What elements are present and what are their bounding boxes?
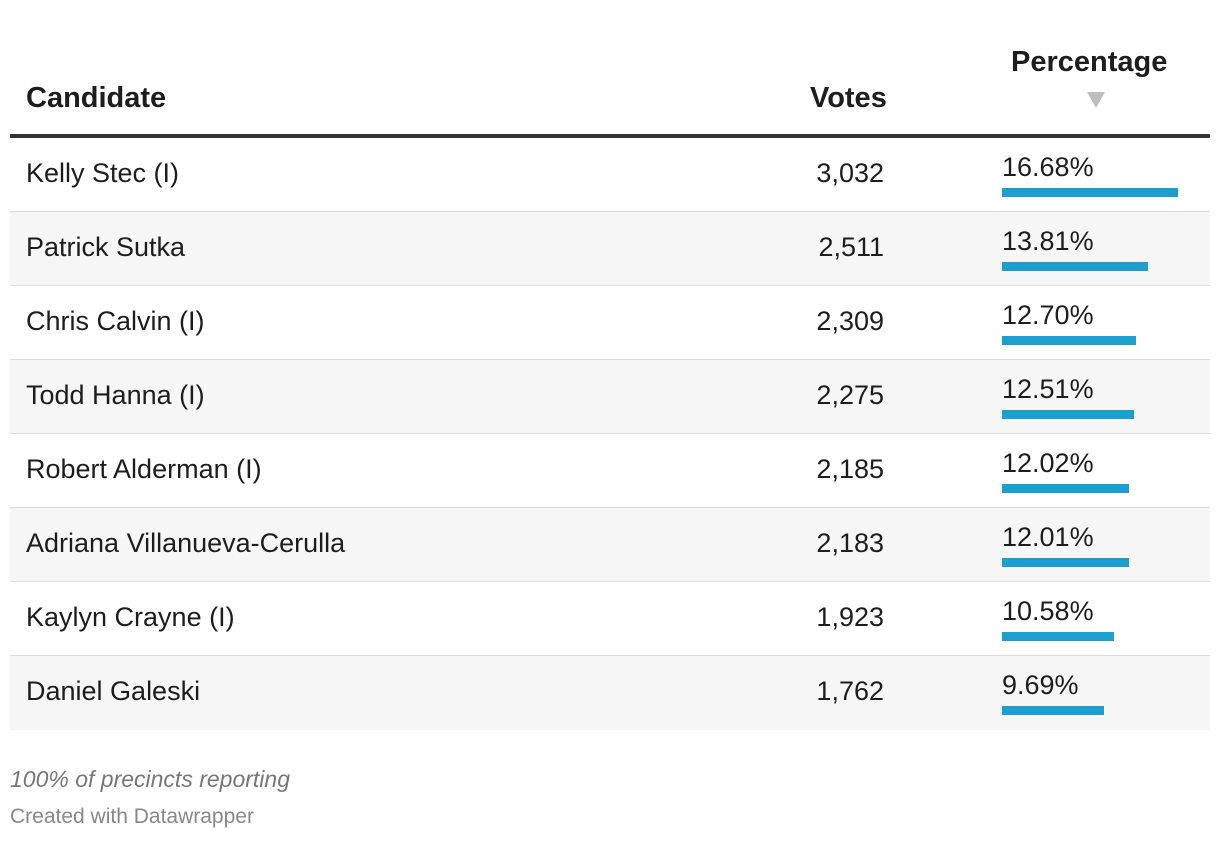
candidate-name: Kaylyn Crayne (I): [26, 602, 235, 632]
table-body: Kelly Stec (I) 3,032 16.68% Patrick Sutka 2,…: [10, 138, 1210, 730]
percentage-label: 10.58%: [1002, 596, 1094, 626]
percentage-bar: [1002, 336, 1136, 345]
percentage-label: 13.81%: [1002, 226, 1094, 256]
column-header-percentage[interactable]: Percentage: [1011, 46, 1168, 78]
percentage-label: 16.68%: [1002, 152, 1094, 182]
percentage-bar: [1002, 262, 1148, 271]
percentage-label: 12.70%: [1002, 300, 1094, 330]
percentage-label: 12.51%: [1002, 374, 1094, 404]
table-row: Adriana Villanueva-Cerulla 2,183 12.01%: [10, 508, 1210, 582]
candidate-name: Daniel Galeski: [26, 676, 201, 706]
percentage-bar: [1002, 484, 1129, 493]
percentage-label: 9.69%: [1002, 670, 1079, 700]
candidate-name: Robert Alderman (I): [26, 454, 262, 484]
vote-count: 2,511: [818, 232, 884, 262]
vote-count: 3,032: [816, 158, 884, 188]
vote-count: 1,923: [816, 602, 884, 632]
candidate-name: Chris Calvin (I): [26, 306, 205, 336]
vote-count: 2,275: [816, 380, 884, 410]
percentage-bar: [1002, 558, 1129, 567]
percentage-bar: [1002, 706, 1104, 715]
table-row: Todd Hanna (I) 2,275 12.51%: [10, 360, 1210, 434]
percentage-bar: [1002, 410, 1134, 419]
percentage-label: 12.01%: [1002, 522, 1094, 552]
credit-link[interactable]: Created with Datawrapper: [10, 805, 254, 828]
candidate-name: Adriana Villanueva-Cerulla: [26, 528, 346, 558]
table-row: Robert Alderman (I) 2,185 12.02%: [10, 434, 1210, 508]
vote-count: 1,762: [816, 676, 884, 706]
vote-count: 2,185: [816, 454, 884, 484]
table-row: Patrick Sutka 2,511 13.81%: [10, 212, 1210, 286]
percentage-bar: [1002, 632, 1114, 641]
table-row: Daniel Galeski 1,762 9.69%: [10, 656, 1210, 730]
table-notes: 100% of precincts reporting: [10, 766, 290, 792]
candidate-name: Todd Hanna (I): [26, 380, 205, 410]
vote-count: 2,309: [816, 306, 884, 336]
results-table: Candidate Votes Percentage Kelly Stec (I…: [10, 0, 1210, 730]
column-header-candidate[interactable]: Candidate: [26, 82, 167, 114]
table-row: Kelly Stec (I) 3,032 16.68%: [10, 138, 1210, 212]
percentage-bar: [1002, 188, 1178, 197]
vote-count: 2,183: [816, 528, 884, 558]
candidate-name: Patrick Sutka: [26, 232, 186, 262]
table-header: Candidate Votes Percentage: [10, 0, 1210, 138]
column-header-votes[interactable]: Votes: [810, 82, 887, 114]
table-row: Kaylyn Crayne (I) 1,923 10.58%: [10, 582, 1210, 656]
table-row: Chris Calvin (I) 2,309 12.70%: [10, 286, 1210, 360]
candidate-name: Kelly Stec (I): [26, 158, 180, 188]
percentage-label: 12.02%: [1002, 448, 1094, 478]
sort-descending-icon[interactable]: [1087, 92, 1105, 108]
